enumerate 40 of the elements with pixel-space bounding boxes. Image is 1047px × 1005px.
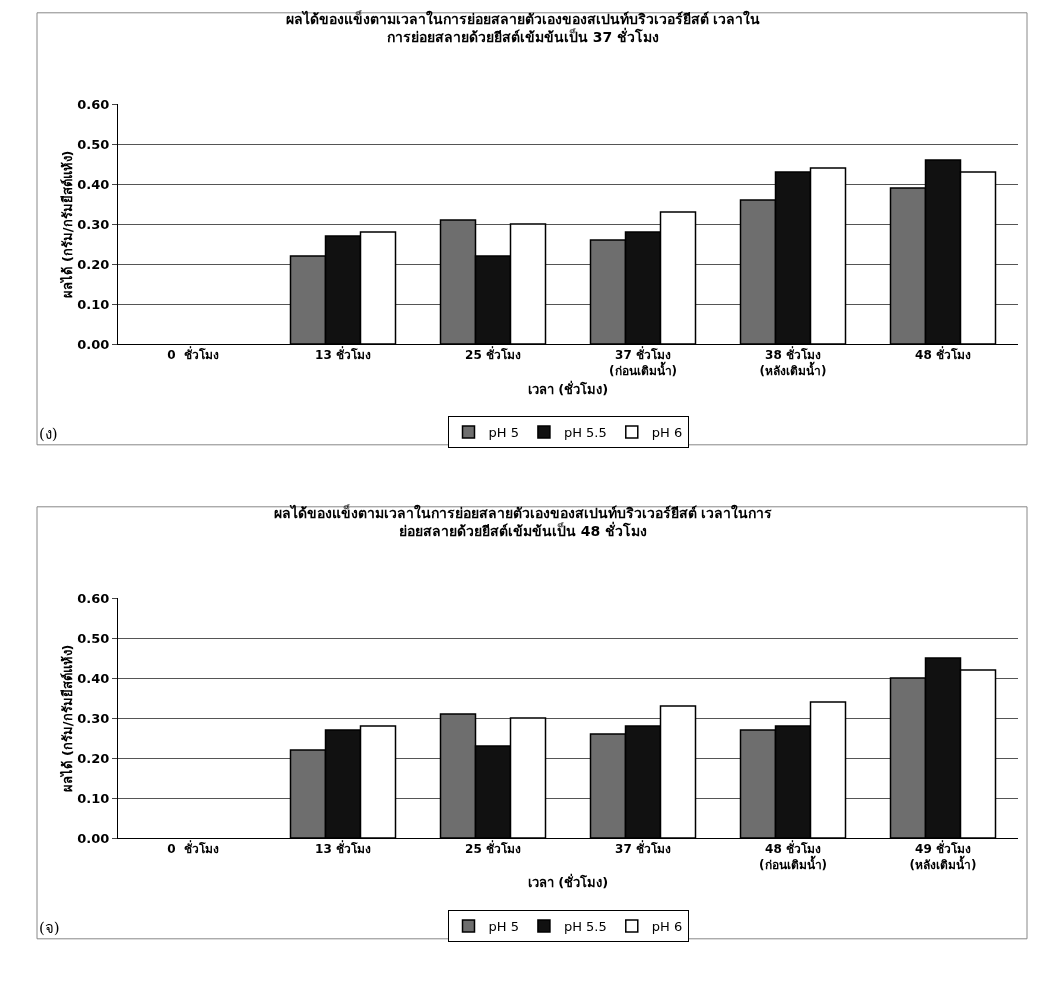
text: (จ) (39, 919, 60, 937)
x-tick-label: 37 ชั่วโมง (615, 840, 671, 857)
legend-label: pH 5.5 (563, 919, 607, 935)
y-tick-label: 0.10 (77, 790, 110, 806)
chart-title: ผลได้ของแข็งตามเวลาในการย่อยสลายตัวเองของสเปนท์บริวเวอร์ยีสต์ เวลาใน การย่อยสลายด้วยยีสต์เข้มข้นเป็น 37 ชั่วโมง (285, 9, 761, 45)
legend-label: pH 5.5 (563, 425, 607, 441)
y-tick-label: 0.00 (77, 830, 110, 846)
y-tick-label: 0.00 (77, 336, 110, 352)
x-tick-label: 25 ชั่วโมง (465, 346, 521, 363)
x-axis-title: เวลา (ชั่วโมง) (527, 380, 609, 397)
x-tick-label: 0 ชั่วโมง (167, 840, 219, 857)
text: (ง) (39, 425, 58, 443)
x-tick-label: 48 ชั่วโมง (ก่อนเติมน้ำ) (759, 840, 827, 872)
y-tick-label: 0.30 (77, 710, 110, 726)
y-tick-label: 0.50 (77, 136, 110, 152)
y-tick-label: 0.60 (77, 96, 110, 112)
chart-title: ผลได้ของแข็งตามเวลาในการย่อยสลายตัวเองของสเปนท์บริวเวอร์ยีสต์ เวลาในการ ย่อยสลายด้วยยีสต์เข้มข้นเป็น 48 ชั่วโมง (273, 503, 773, 539)
legend-label: pH 5 (488, 919, 519, 935)
x-tick-label: 0 ชั่วโมง (167, 346, 219, 363)
y-tick-label: 0.20 (77, 750, 110, 766)
x-tick-label: 25 ชั่วโมง (465, 840, 521, 857)
y-axis-title: ผลได้ (กรัม/กรัมยีสต์แห้ง) (59, 644, 76, 792)
legend-label: pH 6 (651, 425, 683, 441)
x-tick-label: 13 ชั่วโมง (315, 346, 371, 363)
x-tick-label: 38 ชั่วโมง (หลังเติมน้ำ) (759, 346, 827, 378)
y-tick-label: 0.50 (77, 630, 110, 646)
y-tick-label: 0.40 (77, 670, 110, 686)
legend-label: pH 5 (488, 425, 519, 441)
x-tick-label: 48 ชั่วโมง (915, 346, 971, 363)
x-tick-label: 37 ชั่วโมง (ก่อนเติมน้ำ) (609, 346, 677, 378)
y-tick-label: 0.10 (77, 296, 110, 312)
y-tick-label: 0.60 (77, 590, 110, 606)
y-axis-title: ผลได้ (กรัม/กรัมยีสต์แห้ง) (59, 150, 76, 298)
x-tick-label: 13 ชั่วโมง (315, 840, 371, 857)
y-tick-label: 0.20 (77, 256, 110, 272)
legend-label: pH 6 (651, 919, 683, 935)
x-tick-label: 49 ชั่วโมง (หลังเติมน้ำ) (909, 840, 977, 872)
y-tick-label: 0.40 (77, 176, 110, 192)
y-tick-label: 0.30 (77, 216, 110, 232)
x-axis-title: เวลา (ชั่วโมง) (527, 873, 609, 890)
